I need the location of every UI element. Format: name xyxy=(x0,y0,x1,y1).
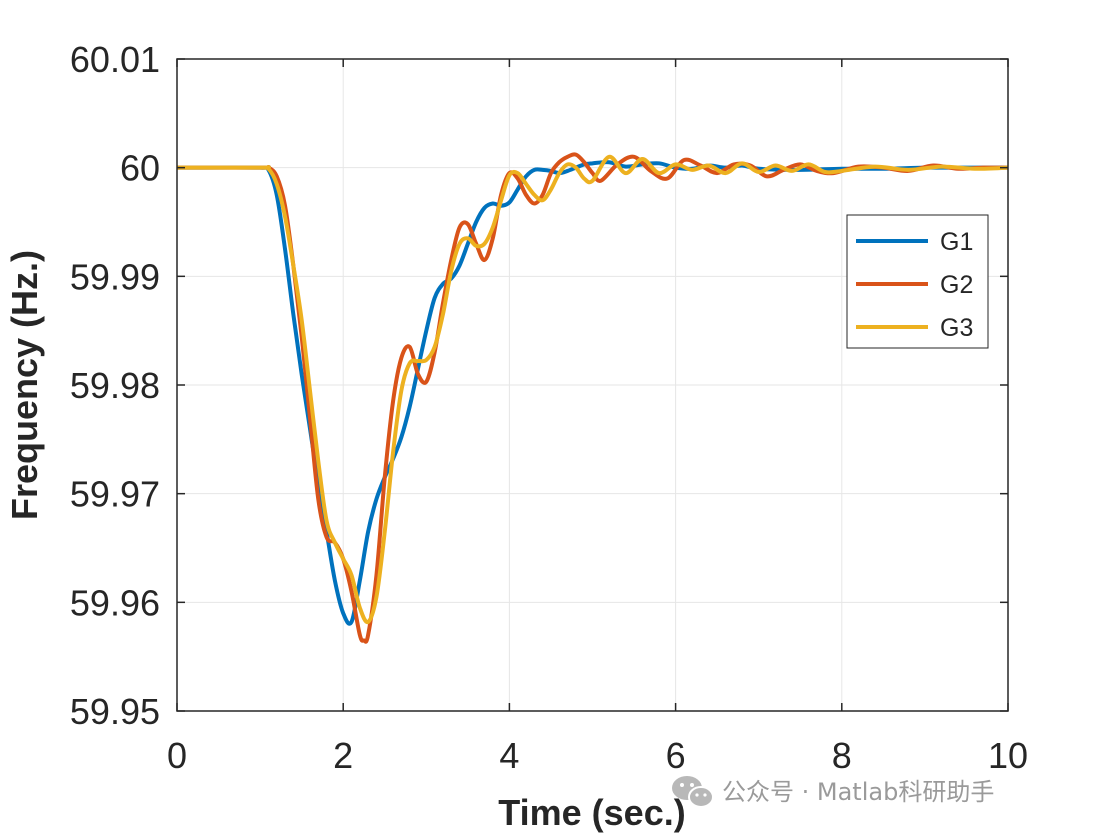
x-axis-label: Time (sec.) xyxy=(498,792,685,833)
x-tick-label: 6 xyxy=(666,735,686,776)
legend: G1 G2 G3 xyxy=(846,214,989,349)
series-line-g3 xyxy=(177,154,1008,625)
y-tick-label: 59.95 xyxy=(70,691,160,732)
x-tick-label: 4 xyxy=(499,735,519,776)
wechat-icon xyxy=(672,776,714,808)
series-lines xyxy=(177,152,1008,644)
y-tick-labels: 59.95 59.96 59.97 59.98 59.99 60 60.01 xyxy=(70,39,160,732)
y-tick-label: 59.98 xyxy=(70,365,160,406)
x-tick-labels: 0 2 4 6 8 10 xyxy=(167,735,1028,776)
y-tick-label: 59.96 xyxy=(70,582,160,623)
legend-label-g3: G3 xyxy=(940,314,973,342)
legend-label-g1: G1 xyxy=(940,228,973,256)
x-tick-label: 8 xyxy=(832,735,852,776)
y-tick-label: 60 xyxy=(120,148,160,189)
y-axis-label: Frequency (Hz.) xyxy=(4,250,45,520)
legend-label-g2: G2 xyxy=(940,271,973,299)
y-tick-label: 60.01 xyxy=(70,39,160,80)
x-tick-label: 2 xyxy=(333,735,353,776)
axis-ticks xyxy=(176,58,1009,712)
y-tick-label: 59.99 xyxy=(70,256,160,297)
watermark-text: 公众号 · Matlab科研助手 xyxy=(722,778,994,806)
y-tick-label: 59.97 xyxy=(70,474,160,515)
x-tick-label: 0 xyxy=(167,735,187,776)
x-tick-label: 10 xyxy=(988,735,1028,776)
watermark: 公众号 · Matlab科研助手 xyxy=(672,776,994,808)
